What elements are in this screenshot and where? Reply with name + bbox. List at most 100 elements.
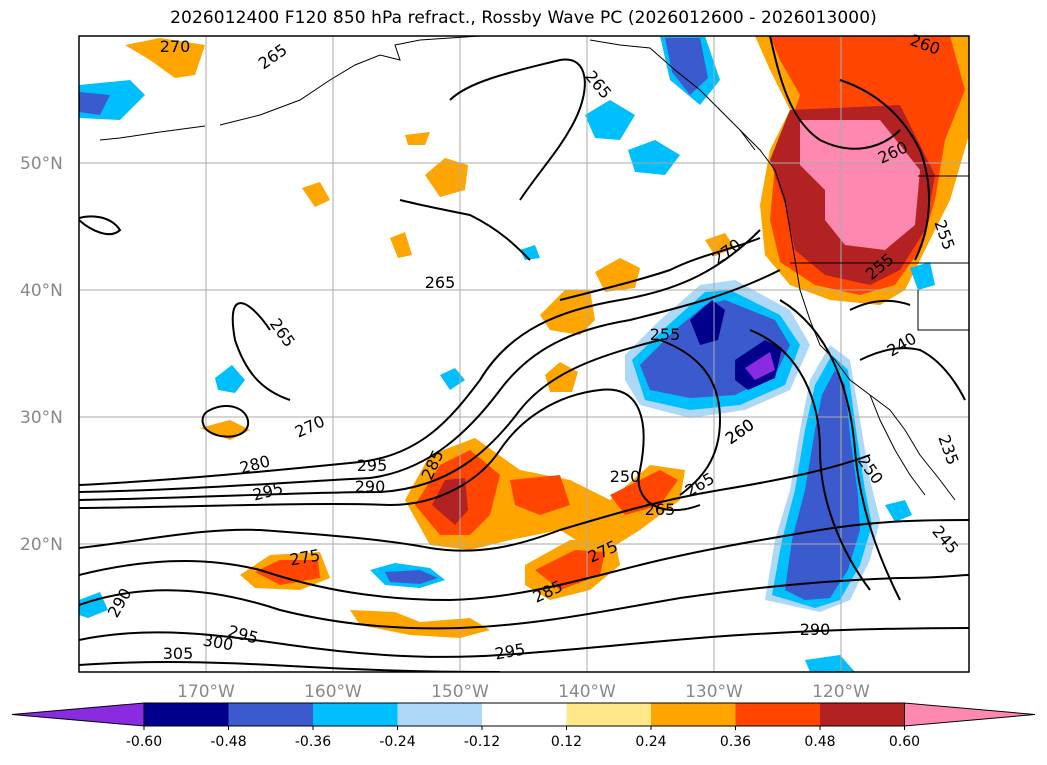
alaska-coast — [219, 36, 481, 126]
contour-line-14 — [559, 237, 761, 301]
state-border — [917, 290, 969, 331]
coastlines — [99, 36, 969, 501]
colorbar-bin — [651, 703, 736, 726]
shade-royal-sw1 — [385, 570, 438, 584]
shade-orange-blob2 — [425, 158, 468, 197]
lat-labels: 50°N 40°N 30°N 20°N — [20, 154, 63, 555]
lat-label-50: 50°N — [20, 154, 63, 174]
colorbar-bin — [566, 703, 652, 726]
shade-pink-ne — [800, 120, 920, 250]
contour-line-3 — [79, 339, 661, 501]
bc-coast — [739, 129, 811, 321]
contour-line-13 — [399, 199, 531, 261]
colorbar-extend-low — [11, 702, 145, 727]
shade-navy-center1 — [690, 300, 725, 345]
shade-purple-center — [745, 352, 775, 380]
colorbar-tick-label: -0.12 — [464, 734, 500, 750]
map-title: 2026012400 F120 850 hPa refract., Rossby… — [170, 8, 877, 28]
contour-label: 295 — [357, 456, 388, 475]
colorbar-bin — [144, 703, 229, 726]
contour-label: 290 — [800, 620, 831, 639]
contour-line-12 — [449, 58, 586, 201]
contour-line-8 — [79, 627, 969, 658]
contour-label: 255 — [650, 325, 681, 344]
gulf-coast — [589, 39, 756, 151]
lat-label-30: 30°N — [20, 408, 63, 428]
contour-line-6 — [79, 519, 969, 602]
contour-line-15 — [659, 339, 722, 496]
shade-blue-blob2 — [628, 140, 680, 175]
graticule — [79, 36, 969, 672]
lat-label-40: 40°N — [20, 281, 63, 301]
shade-blue-nw2 — [79, 92, 110, 115]
lat-label-20: 20°N — [20, 535, 63, 555]
colorbar-boxes — [11, 702, 1036, 727]
colorbar-bin — [735, 703, 821, 726]
colorbar-tick-label: 0.12 — [551, 734, 582, 750]
shade-darkred-band — [432, 478, 468, 525]
contour-line-21 — [859, 347, 966, 401]
contour-line-11 — [231, 302, 291, 401]
colorbar-bin — [313, 703, 398, 726]
colorbar-tick-label: -0.36 — [295, 734, 331, 750]
shade-blue-blob6 — [910, 262, 935, 290]
shade-blue-blob4 — [440, 368, 465, 390]
colorbar-tick-label: 0.24 — [635, 734, 666, 750]
shade-orange-blob8 — [545, 362, 578, 392]
shade-red-band2 — [510, 475, 570, 515]
colorbar-tick-label: 0.60 — [889, 734, 920, 750]
shade-orange-blob9 — [405, 132, 430, 145]
shade-red-w — [255, 560, 320, 585]
contours — [79, 36, 969, 672]
shade-orange-blob4 — [390, 232, 412, 258]
baja — [869, 394, 926, 496]
colorbar-bin — [228, 703, 314, 726]
contour-line-2 — [79, 269, 781, 493]
colorbar-tick-label: -0.24 — [379, 734, 415, 750]
colorbar-tick-label: -0.48 — [210, 734, 246, 750]
shade-orange-s — [350, 610, 490, 638]
colorbar-tick-label: 0.36 — [720, 734, 751, 750]
contour-line-19 — [839, 79, 930, 261]
contour-line-5 — [79, 454, 871, 552]
lon-labels: 170°W 160°W 150°W 140°W 130°W 120°W — [177, 682, 870, 702]
contour-label: 270 — [160, 37, 191, 56]
contour-line-4 — [79, 388, 701, 511]
aleutian-chain — [99, 125, 206, 141]
contour-label: 265 — [425, 273, 456, 292]
colorbar-extend-high — [904, 702, 1036, 727]
lon-label-120w: 120°W — [812, 682, 870, 702]
contour-line-20 — [79, 215, 122, 236]
colorbar-tick-label: -0.60 — [126, 734, 162, 750]
colorbar-bin — [397, 703, 483, 726]
contour-line-18 — [769, 36, 901, 150]
contour-line-17 — [779, 299, 901, 601]
lon-label-130w: 130°W — [685, 682, 743, 702]
shade-blue-blob5 — [885, 500, 912, 522]
lon-label-170w: 170°W — [177, 682, 235, 702]
colorbar-bin — [482, 703, 567, 726]
contour-line-22 — [849, 299, 911, 311]
contour-label: 265 — [645, 500, 676, 519]
shade-orange-blob1 — [125, 38, 205, 78]
colorbar-bin — [820, 703, 905, 726]
shade-blue-blob3 — [215, 365, 245, 393]
lon-label-150w: 150°W — [431, 682, 489, 702]
lon-label-140w: 140°W — [558, 682, 616, 702]
contour-label: 305 — [163, 644, 194, 663]
colorbar-ticks: -0.60 -0.48 -0.36 -0.24 -0.12 0.12 0.24 0.36 0.4… — [126, 726, 920, 750]
shade-orange-blob6 — [595, 258, 640, 292]
contour-line-16 — [749, 329, 871, 591]
lon-label-160w: 160°W — [304, 682, 362, 702]
colorbar-frame — [143, 702, 905, 727]
contour-line-7 — [79, 574, 969, 630]
shade-royal-gulf — [665, 38, 708, 95]
colorbar-tick-label: 0.48 — [804, 734, 835, 750]
contour-line-1 — [79, 229, 761, 486]
contour-line-10 — [201, 405, 250, 438]
map-frame — [78, 35, 970, 673]
shade-blue-blob7 — [805, 655, 855, 672]
us-west-coast — [809, 319, 956, 501]
